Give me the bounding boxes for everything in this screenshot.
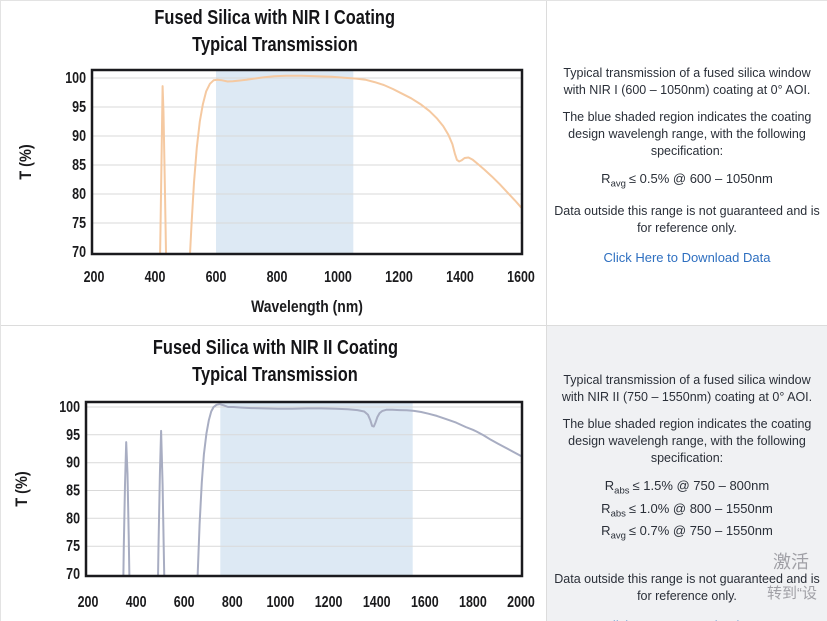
spec-line: Rabs ≤ 1.5% @ 750 – 800nm — [552, 477, 822, 500]
design-range-shade — [220, 402, 413, 576]
x-tick-label: 1200 — [315, 594, 343, 612]
y-axis-title: T (%) — [17, 144, 35, 179]
panel-description: Typical transmission of a fused silica w… — [561, 373, 813, 404]
spec-block: Rabs ≤ 1.5% @ 750 – 800nm Rabs ≤ 1.0% @ 80… — [552, 477, 822, 545]
section-nir2: Fused Silica with NIR II Coating Typical… — [1, 326, 827, 621]
panel-disclaimer: Data outside this range is not guarantee… — [554, 571, 820, 603]
spec-line: Ravg ≤ 0.7% @ 750 – 1550nm — [552, 522, 822, 545]
section-nir1: Fused Silica with NIR I Coating Typical … — [1, 1, 827, 326]
chart-area-nir1: Fused Silica with NIR I Coating Typical … — [1, 1, 547, 325]
chart-title-line2: Typical Transmission — [192, 364, 358, 386]
y-tick-label: 80 — [66, 510, 80, 528]
design-range-shade — [216, 70, 354, 254]
y-tick-label: 85 — [66, 482, 80, 500]
y-tick-label: 90 — [66, 454, 80, 472]
panel-shaded-region-note: The blue shaded region indicates the coa… — [562, 417, 812, 465]
spec-block: Ravg ≤ 0.5% @ 600 – 1050nm — [552, 170, 822, 193]
chart-area-nir2: Fused Silica with NIR II Coating Typical… — [1, 326, 547, 621]
x-tick-label: 800 — [267, 269, 288, 287]
x-tick-label: 1200 — [385, 269, 413, 287]
x-tick-label: 800 — [222, 594, 243, 612]
x-tick-label: 200 — [84, 269, 105, 287]
y-tick-label: 100 — [65, 70, 86, 88]
x-tick-label: 600 — [174, 594, 195, 612]
x-tick-label: 1600 — [411, 594, 439, 612]
transmission-curve — [159, 74, 521, 253]
spec-subscript: avg — [610, 530, 626, 542]
chart-title-line1: Fused Silica with NIR I Coating — [154, 7, 396, 29]
y-tick-label: 70 — [72, 244, 86, 262]
transmission-plot-nir2: 200 400 600 800 1000 1200 1400 1600 1800 2000 100 9… — [13, 399, 535, 612]
spec-line: Rabs ≤ 1.0% @ 800 – 1550nm — [552, 500, 822, 523]
chart-title-nir1: Fused Silica with NIR I Coating Typical … — [35, 5, 515, 59]
spec-value: ≤ 1.0% @ 800 – 1550nm — [628, 500, 773, 516]
spec-subscript: avg — [610, 178, 626, 190]
info-panel-nir2: Typical transmission of a fused silica w… — [547, 326, 827, 621]
y-tick-label: 85 — [72, 157, 86, 175]
x-tick-label: 1600 — [507, 269, 535, 287]
panel-description: Typical transmission of a fused silica w… — [563, 66, 811, 97]
y-tick-label: 95 — [72, 99, 86, 117]
plot-border — [84, 400, 524, 578]
transmission-curve — [122, 403, 521, 575]
x-tick-label: 1000 — [267, 594, 295, 612]
spec-symbol: R — [601, 171, 611, 186]
x-tick-label: 200 — [78, 594, 99, 612]
y-tick-label: 75 — [72, 215, 86, 233]
y-tick-label: 70 — [66, 566, 80, 584]
y-axis-title: T (%) — [13, 471, 31, 506]
spec-subscript: abs — [610, 508, 626, 520]
chart-title-nir2: Fused Silica with NIR II Coating Typical… — [35, 335, 515, 389]
y-tick-label: 100 — [59, 399, 80, 417]
spec-symbol: R — [604, 478, 615, 493]
x-tick-label: 600 — [206, 269, 227, 287]
download-data-link[interactable]: Click Here to Download Data — [604, 618, 771, 621]
x-tick-label: 2000 — [507, 594, 535, 612]
x-tick-label: 1400 — [446, 269, 474, 287]
spec-value: ≤ 0.7% @ 750 – 1550nm — [628, 523, 773, 539]
transmission-plot-nir1: 200 400 600 800 1000 1200 1400 1600 100 95 90 85 80 7… — [17, 68, 535, 317]
download-data-link[interactable]: Click Here to Download Data — [603, 249, 771, 265]
y-tick-label: 75 — [66, 538, 80, 556]
x-tick-label: 400 — [145, 269, 166, 287]
y-tick-label: 80 — [72, 186, 86, 204]
spec-value: ≤ 0.5% @ 600 – 1050nm — [628, 171, 773, 186]
x-tick-label: 400 — [126, 594, 147, 612]
spec-symbol: R — [601, 523, 611, 539]
x-tick-label: 1800 — [459, 594, 487, 612]
x-tick-label: 1000 — [324, 269, 352, 287]
info-panel-nir1: Typical transmission of a fused silica w… — [547, 1, 827, 325]
chart-title-line2: Typical Transmission — [192, 34, 358, 56]
y-tick-label: 95 — [66, 426, 80, 444]
plot-border — [90, 68, 524, 256]
x-tick-label: 1400 — [363, 594, 391, 612]
spec-subscript: abs — [614, 485, 630, 497]
panel-shaded-region-note: The blue shaded region indicates the coa… — [562, 110, 812, 158]
spec-value: ≤ 1.5% @ 750 – 800nm — [632, 478, 770, 493]
panel-disclaimer: Data outside this range is not guarantee… — [554, 203, 820, 235]
spec-line: Ravg ≤ 0.5% @ 600 – 1050nm — [552, 170, 822, 193]
chart-title-line1: Fused Silica with NIR II Coating — [152, 337, 398, 359]
spec-symbol: R — [601, 500, 611, 516]
y-tick-label: 90 — [72, 128, 86, 146]
x-axis-title: Wavelength (nm) — [251, 298, 363, 317]
